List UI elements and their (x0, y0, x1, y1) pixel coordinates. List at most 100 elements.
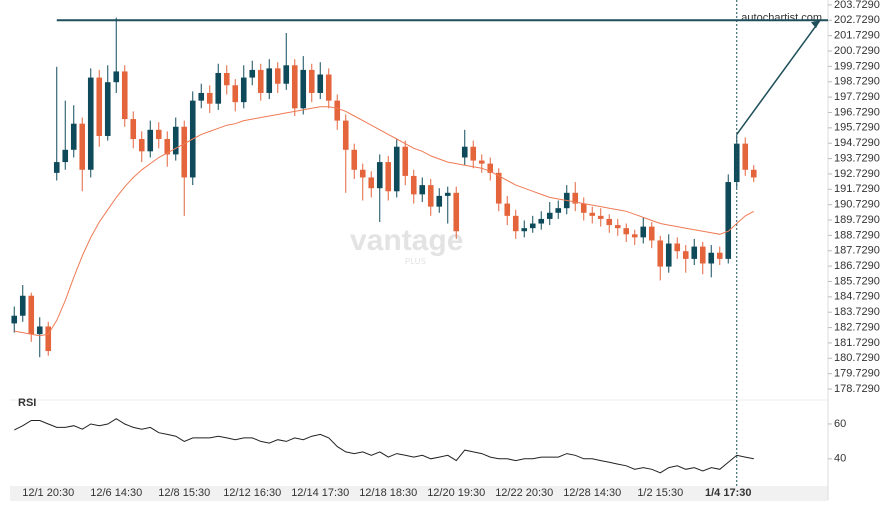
candle-body (104, 82, 111, 136)
x-tick-label: 12/8 15:30 (158, 487, 210, 499)
candle-body (138, 139, 145, 152)
candle-body (257, 69, 264, 93)
candle-body (291, 65, 298, 109)
candle-body (53, 162, 60, 173)
candle-body (504, 203, 511, 216)
candle-body (62, 149, 69, 163)
candle-body (750, 169, 757, 178)
candle-body (385, 162, 392, 192)
candle-body (606, 218, 613, 226)
candle-body (240, 77, 247, 103)
candle-body (487, 163, 494, 173)
moving-average (14, 106, 755, 337)
candle-body (402, 146, 409, 176)
candle-body (11, 315, 18, 324)
candle-body (708, 252, 715, 264)
candle-body (206, 92, 213, 104)
candle-body (164, 139, 171, 155)
candle-body (444, 192, 451, 196)
y-tick-label: 186.7290 (834, 260, 880, 272)
candle-body (155, 129, 162, 140)
candle-body (96, 77, 103, 136)
candle-body (529, 223, 536, 229)
y-tick-label: 198.7290 (834, 76, 880, 88)
candle-body (19, 295, 26, 316)
candle-body (300, 69, 307, 109)
candle-body (572, 192, 579, 204)
y-tick-label: 192.7290 (834, 168, 880, 180)
candle-body (597, 215, 604, 219)
candle-body (223, 72, 230, 86)
candle-body (640, 226, 647, 238)
y-tick-label: 181.7290 (834, 337, 880, 349)
candle-body (274, 68, 281, 84)
candle-body (631, 234, 638, 238)
candle-body (325, 74, 332, 101)
x-tick-label: 12/12 16:30 (223, 487, 281, 499)
candle-body (725, 182, 732, 259)
candle-body (232, 85, 239, 103)
x-tick-label: 12/6 14:30 (90, 487, 142, 499)
candle-body (699, 246, 706, 264)
candle-body (580, 203, 587, 213)
x-tick-label: 12/20 19:30 (427, 487, 485, 499)
candle-body (674, 243, 681, 252)
y-tick-label: 191.7290 (834, 183, 880, 195)
candle-body (249, 69, 256, 78)
candle-body (181, 126, 188, 178)
candle-body (691, 246, 698, 259)
x-tick-label: 12/1 20:30 (22, 487, 74, 499)
candle-body (266, 68, 273, 93)
forecast-arrow (736, 19, 821, 135)
y-tick-label: 182.7290 (834, 321, 880, 333)
y-tick-label: 178.7290 (834, 383, 880, 395)
candle-body (478, 160, 485, 164)
y-tick-label: 187.7290 (834, 245, 880, 257)
watermark: vantage (350, 224, 463, 257)
x-axis-band (10, 486, 828, 501)
annotation: autochartist.com (741, 12, 822, 24)
candle-body (589, 212, 596, 216)
candle-body (87, 77, 94, 170)
candle-body (682, 251, 689, 259)
candle-body (368, 177, 375, 189)
rsi-line (14, 418, 754, 474)
candle-body (376, 162, 383, 189)
y-tick-label: 188.7290 (834, 229, 880, 241)
candle-body (733, 143, 740, 183)
candle-body (410, 175, 417, 195)
y-tick-label: 199.7290 (834, 60, 880, 72)
watermark-sub: PLUS (405, 257, 426, 266)
candle-body (36, 326, 43, 335)
candle-body (121, 71, 128, 120)
candle-body (70, 123, 77, 150)
candle-body (555, 208, 562, 213)
indicator-label: RSI (18, 397, 36, 409)
candle-body (512, 215, 519, 232)
candle-body (147, 129, 154, 152)
candle-body (461, 146, 468, 158)
y2-tick-label: 40 (834, 453, 846, 465)
candle-body (342, 120, 349, 150)
candle-body (436, 195, 443, 207)
candle-body (614, 225, 621, 229)
candle-body (28, 295, 35, 335)
candle-body (215, 72, 222, 104)
x-tick-label: 12/18 18:30 (359, 487, 417, 499)
x-tick-label: 12/14 17:30 (291, 487, 349, 499)
y-tick-label: 195.7290 (834, 122, 880, 134)
candle-body (648, 226, 655, 241)
candle-body (419, 185, 426, 195)
candle-body (351, 149, 358, 170)
candle-body (495, 172, 502, 204)
y-tick-label: 197.7290 (834, 91, 880, 103)
candle-body (172, 126, 179, 155)
candle-body (283, 65, 290, 84)
candle-body (716, 252, 723, 259)
y-tick-label: 189.7290 (834, 214, 880, 226)
candle-body (359, 169, 366, 178)
candle-body (538, 218, 545, 224)
y-tick-label: 183.7290 (834, 306, 880, 318)
